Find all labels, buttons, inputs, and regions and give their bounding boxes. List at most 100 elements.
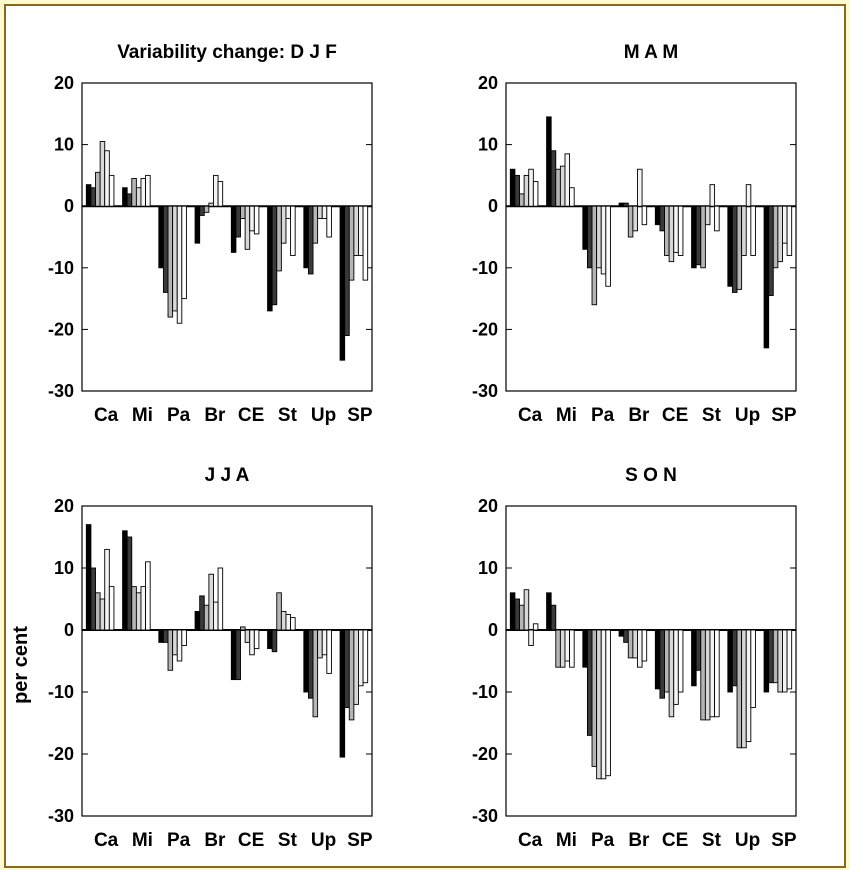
bar-st-2 xyxy=(271,629,278,653)
bar-up-6 xyxy=(750,629,756,708)
bar-ca-6 xyxy=(532,181,539,207)
y-tick-label: -30 xyxy=(48,806,74,826)
panel-title: Variability change: D J F xyxy=(117,42,337,63)
bar-st-3 xyxy=(276,592,282,631)
bar-pa-2 xyxy=(162,629,169,643)
bar-up-5 xyxy=(321,205,328,219)
y-tick-label: 10 xyxy=(54,135,74,155)
bar-up-6 xyxy=(326,205,332,238)
bar-pa-3 xyxy=(167,205,174,318)
bar-pa-1 xyxy=(582,629,588,668)
bar-br-6 xyxy=(217,567,224,631)
y-tick-label: 20 xyxy=(478,496,498,516)
y-tick-label: -10 xyxy=(48,258,74,278)
bar-br-1 xyxy=(194,610,201,631)
plot-frame xyxy=(505,505,797,817)
y-tick-label: -20 xyxy=(48,744,74,764)
bar-ca-4 xyxy=(523,174,530,207)
bar-br-4 xyxy=(208,573,214,631)
bar-mi-3 xyxy=(131,178,137,207)
bar-ca-5 xyxy=(528,168,534,207)
bar-up-2 xyxy=(307,629,314,699)
bar-sp-6 xyxy=(362,629,369,684)
x-category-label: Up xyxy=(311,830,336,851)
bar-pa-5 xyxy=(176,205,183,324)
x-category-label: Ca xyxy=(518,830,543,851)
bar-ca-3 xyxy=(519,604,525,631)
bar-sp-2 xyxy=(344,629,350,708)
bar-st-5 xyxy=(285,205,292,219)
bar-st-6 xyxy=(714,205,720,232)
bar-up-6 xyxy=(750,205,756,256)
bar-sp-3 xyxy=(348,205,355,281)
bar-sp-6 xyxy=(786,629,793,690)
panel-title: M A M xyxy=(624,42,679,63)
bar-ca-4 xyxy=(523,589,530,631)
x-category-label: CE xyxy=(662,405,688,426)
plot-frame xyxy=(81,505,373,817)
y-tick-label: -20 xyxy=(472,744,498,764)
bar-br-6 xyxy=(641,629,648,662)
x-category-label: SP xyxy=(771,830,797,851)
y-tick-label: 20 xyxy=(54,73,74,93)
bar-mi-2 xyxy=(126,193,133,207)
bar-sp-4 xyxy=(777,629,783,693)
bar-pa-4 xyxy=(596,629,602,780)
bar-pa-5 xyxy=(600,205,607,275)
bar-st-2 xyxy=(695,205,702,266)
bar-mi-4 xyxy=(559,629,566,668)
bar-br-4 xyxy=(632,205,638,232)
bar-ce-2 xyxy=(235,629,241,681)
x-category-label: CE xyxy=(238,830,264,851)
bar-st-1 xyxy=(267,205,273,312)
bar-mi-5 xyxy=(140,178,147,207)
y-tick-label: -30 xyxy=(48,381,74,401)
y-tick-label: 0 xyxy=(488,620,498,640)
bar-ca-1 xyxy=(85,524,92,631)
y-tick-label: 10 xyxy=(478,135,498,155)
bar-mi-5 xyxy=(564,629,571,662)
bar-sp-1 xyxy=(763,205,770,349)
bar-ca-2 xyxy=(90,187,96,207)
x-category-label: Ca xyxy=(518,405,543,426)
bar-st-1 xyxy=(267,629,273,650)
bar-up-3 xyxy=(312,629,319,718)
bar-br-1 xyxy=(618,629,625,637)
bar-ca-6 xyxy=(108,174,115,207)
bar-up-3 xyxy=(312,205,319,244)
y-tick-label: -20 xyxy=(472,319,498,339)
bar-br-6 xyxy=(641,205,648,226)
y-tick-label: 10 xyxy=(478,558,498,578)
bar-st-2 xyxy=(271,205,278,306)
x-category-label: SP xyxy=(347,830,373,851)
bar-st-6 xyxy=(714,629,720,718)
x-category-label: Mi xyxy=(132,405,153,426)
bar-up-2 xyxy=(731,629,738,687)
bar-pa-6 xyxy=(181,629,187,646)
bar-ce-3 xyxy=(240,205,246,219)
x-category-label: Mi xyxy=(132,830,153,851)
bar-up-4 xyxy=(741,629,747,749)
bar-ca-5 xyxy=(104,150,110,207)
bar-mi-3 xyxy=(555,629,561,668)
bar-mi-4 xyxy=(559,165,566,207)
bar-pa-5 xyxy=(176,629,183,662)
y-tick-label: 20 xyxy=(478,73,498,93)
bar-st-3 xyxy=(700,205,706,269)
panel-3: J J A 20 10 0 -10 -20 -30 Ca Mi Pa Br CE St Up SP xyxy=(48,465,373,851)
bar-ce-4 xyxy=(668,629,675,718)
bar-mi-1 xyxy=(546,592,552,631)
bar-mi-2 xyxy=(550,150,557,207)
x-category-label: Pa xyxy=(591,830,615,851)
bar-st-6 xyxy=(290,617,296,631)
bar-up-1 xyxy=(727,205,733,287)
bar-pa-5 xyxy=(600,629,607,780)
bar-ca-6 xyxy=(532,623,539,631)
bar-pa-6 xyxy=(605,629,611,777)
bar-ca-1 xyxy=(509,592,516,631)
bar-br-3 xyxy=(203,604,210,631)
bar-up-1 xyxy=(303,629,309,693)
bar-mi-6 xyxy=(569,629,575,668)
x-category-label: CE xyxy=(662,830,688,851)
x-category-label: Mi xyxy=(556,830,577,851)
